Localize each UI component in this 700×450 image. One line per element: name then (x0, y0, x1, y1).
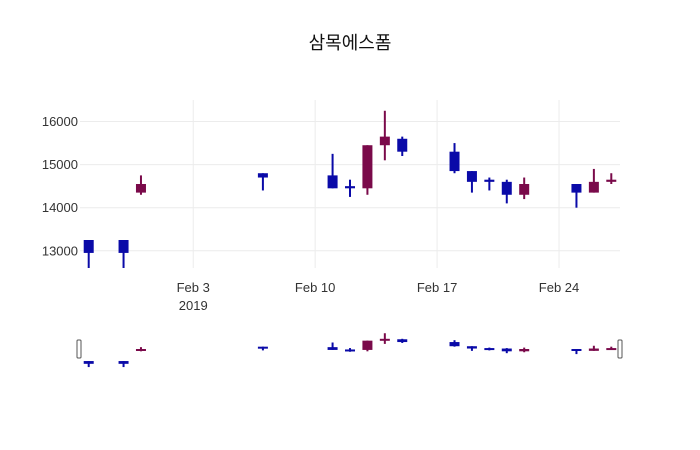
candle-body (484, 348, 495, 351)
range-slider-left-handle[interactable] (76, 339, 82, 359)
candle-body (606, 348, 617, 351)
candle-body (588, 348, 599, 351)
range-slider[interactable] (76, 333, 623, 368)
candle-mini (484, 347, 495, 351)
candle-body (379, 136, 390, 146)
y-tick-label: 15000 (42, 157, 78, 172)
candle (588, 168, 599, 193)
candle-body (484, 179, 495, 182)
candle-body (327, 347, 338, 350)
candle (571, 184, 582, 208)
candle-body (345, 186, 355, 189)
x-tick-label: Feb 17 (417, 280, 457, 295)
candle-body (466, 171, 477, 182)
candle-mini (345, 348, 355, 352)
chart-title: 삼목에스폼 (309, 33, 392, 54)
candle-body (397, 339, 408, 343)
candle-body (571, 184, 582, 193)
x-tick-label: Feb 24 (539, 280, 579, 295)
candle-body (519, 349, 530, 352)
candle-mini (588, 345, 599, 351)
candle-body (83, 240, 94, 253)
candle (466, 171, 477, 193)
x-tick-label: Feb 10 (295, 280, 335, 295)
candle-mini (118, 361, 129, 368)
candle-body (588, 181, 599, 193)
candle (362, 145, 373, 195)
candle (379, 110, 390, 161)
candle-body (501, 348, 512, 352)
candle-mini (501, 348, 512, 354)
candle-mini (449, 340, 460, 347)
candle-body (466, 346, 477, 349)
candle (484, 177, 495, 191)
candle-layer (83, 110, 617, 268)
candle (501, 179, 512, 204)
candle (327, 153, 338, 189)
candle-mini (135, 347, 146, 352)
candle (606, 173, 617, 184)
candle-mini (397, 338, 408, 343)
candle-mini (466, 346, 477, 351)
candle-mini (519, 347, 530, 353)
candle-body (83, 361, 94, 364)
candle-body (257, 346, 268, 349)
candle-mini (257, 346, 268, 351)
candle-body (362, 340, 373, 350)
candle-body (606, 179, 617, 182)
candle-body (118, 240, 129, 253)
candle-body (449, 342, 460, 347)
candle (83, 240, 94, 268)
candle-mini (83, 361, 94, 368)
candle-mini (571, 349, 582, 355)
candle-body (345, 349, 355, 352)
candle-body (379, 338, 390, 341)
candle-body (571, 349, 582, 351)
candle-body (501, 181, 512, 195)
candle-body (449, 151, 460, 172)
candle (257, 173, 268, 191)
candle-body (118, 361, 129, 364)
candle-body (257, 173, 268, 178)
candle (519, 177, 530, 200)
candle-mini (327, 342, 338, 350)
candle (449, 143, 460, 174)
candle-body (135, 184, 146, 193)
x-tick-label: Feb 3 (177, 280, 210, 295)
candle-body (362, 145, 373, 189)
candle-body (135, 349, 146, 351)
y-tick-label: 14000 (42, 200, 78, 215)
candle-mini (379, 333, 390, 344)
candle-body (327, 175, 338, 189)
candle-body (397, 138, 408, 152)
candle (118, 240, 129, 268)
candle-mini (362, 340, 373, 352)
grid-layer (80, 100, 620, 268)
candle (345, 179, 355, 197)
range-slider-right-handle[interactable] (617, 339, 623, 359)
y-tick-label: 13000 (42, 243, 78, 258)
candle (135, 175, 146, 195)
candle-mini (606, 346, 617, 351)
candle-body (519, 184, 530, 195)
y-tick-label: 16000 (42, 114, 78, 129)
candle (397, 136, 408, 156)
axis-layer: 13000 14000 15000 16000 Feb 3 2019 Feb 10 Feb 1… (42, 114, 579, 313)
x-tick-sublabel: 2019 (179, 298, 208, 313)
